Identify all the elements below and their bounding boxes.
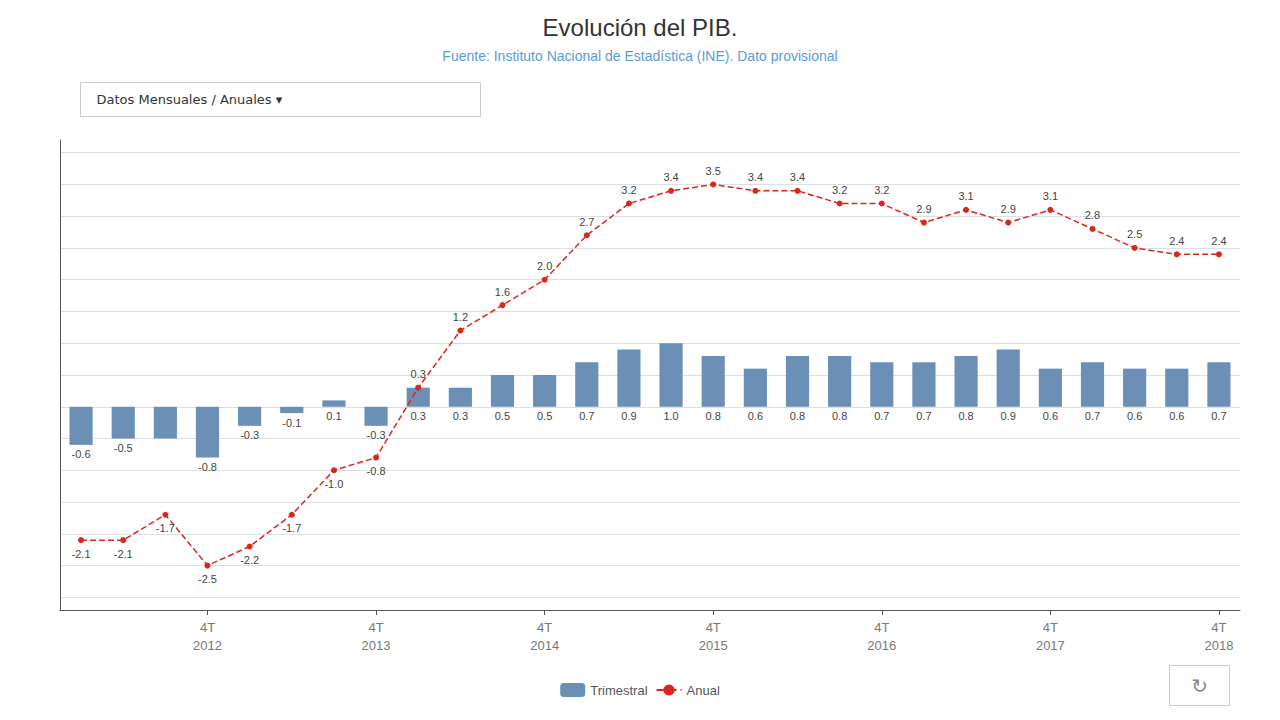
- svg-text:2.7: 2.7: [579, 216, 594, 228]
- svg-text:2.9: 2.9: [1001, 203, 1016, 215]
- svg-text:0.6: 0.6: [1127, 410, 1142, 422]
- svg-text:4T: 4T: [1043, 620, 1058, 635]
- svg-text:2017: 2017: [1036, 638, 1065, 653]
- svg-text:0.5: 0.5: [495, 410, 510, 422]
- svg-text:0.9: 0.9: [621, 410, 636, 422]
- svg-text:0.7: 0.7: [874, 410, 889, 422]
- svg-text:Anual: Anual: [687, 683, 720, 698]
- svg-text:0.8: 0.8: [790, 410, 805, 422]
- svg-text:-1.7: -1.7: [156, 522, 175, 534]
- svg-text:0.7: 0.7: [1211, 410, 1226, 422]
- svg-text:-0.6: -0.6: [72, 448, 91, 460]
- svg-text:4T: 4T: [706, 620, 721, 635]
- svg-text:4T: 4T: [1211, 620, 1226, 635]
- svg-text:0.7: 0.7: [916, 410, 931, 422]
- svg-text:2.4: 2.4: [1211, 235, 1226, 247]
- svg-text:-0.3: -0.3: [240, 429, 259, 441]
- svg-text:3.1: 3.1: [958, 190, 973, 202]
- svg-text:0.6: 0.6: [1043, 410, 1058, 422]
- svg-text:Evolución del PIB.: Evolución del PIB.: [543, 14, 738, 41]
- svg-text:-0.8: -0.8: [367, 465, 386, 477]
- svg-text:-2.1: -2.1: [72, 548, 91, 560]
- svg-text:-1.0: -1.0: [324, 478, 343, 490]
- svg-text:2014: 2014: [530, 638, 559, 653]
- svg-text:1.0: 1.0: [663, 410, 678, 422]
- svg-text:0.8: 0.8: [832, 410, 847, 422]
- svg-text:0.9: 0.9: [1001, 410, 1016, 422]
- svg-text:2.0: 2.0: [537, 260, 552, 272]
- svg-text:4T: 4T: [874, 620, 889, 635]
- svg-text:↻: ↻: [1191, 674, 1208, 698]
- svg-text:2.5: 2.5: [1127, 228, 1142, 240]
- svg-text:3.2: 3.2: [621, 184, 636, 196]
- svg-text:2016: 2016: [867, 638, 896, 653]
- svg-text:0.5: 0.5: [537, 410, 552, 422]
- svg-text:2018: 2018: [1204, 638, 1233, 653]
- svg-text:3.4: 3.4: [790, 171, 805, 183]
- svg-text:4T: 4T: [200, 620, 215, 635]
- svg-text:2.8: 2.8: [1085, 209, 1100, 221]
- svg-text:0.1: 0.1: [326, 410, 341, 422]
- svg-text:2.9: 2.9: [916, 203, 931, 215]
- svg-text:2012: 2012: [193, 638, 222, 653]
- svg-text:0.8: 0.8: [706, 410, 721, 422]
- svg-text:3.4: 3.4: [663, 171, 678, 183]
- svg-text:1.6: 1.6: [495, 286, 510, 298]
- svg-text:Trimestral: Trimestral: [590, 683, 647, 698]
- svg-text:Datos Mensuales / Anuales ▾: Datos Mensuales / Anuales ▾: [97, 92, 283, 107]
- svg-text:-1.7: -1.7: [282, 522, 301, 534]
- svg-text:-0.1: -0.1: [282, 417, 301, 429]
- svg-text:4T: 4T: [368, 620, 383, 635]
- svg-text:0.7: 0.7: [1085, 410, 1100, 422]
- svg-text:-0.8: -0.8: [198, 461, 217, 473]
- svg-text:3.2: 3.2: [832, 184, 847, 196]
- svg-text:0.6: 0.6: [1169, 410, 1184, 422]
- svg-text:0.6: 0.6: [748, 410, 763, 422]
- svg-text:-0.3: -0.3: [367, 429, 386, 441]
- svg-text:Fuente: Instituto Nacional de: Fuente: Instituto Nacional de Estadístic…: [442, 48, 837, 64]
- svg-text:-2.1: -2.1: [114, 548, 133, 560]
- svg-text:-0.5: -0.5: [114, 442, 133, 454]
- svg-text:-2.2: -2.2: [240, 554, 259, 566]
- svg-text:0.7: 0.7: [579, 410, 594, 422]
- svg-text:0.3: 0.3: [411, 368, 426, 380]
- svg-text:3.2: 3.2: [874, 184, 889, 196]
- svg-text:3.4: 3.4: [748, 171, 763, 183]
- svg-text:2015: 2015: [699, 638, 728, 653]
- svg-text:-2.5: -2.5: [198, 573, 217, 585]
- svg-text:4T: 4T: [537, 620, 552, 635]
- svg-text:0.3: 0.3: [411, 410, 426, 422]
- svg-text:2013: 2013: [362, 638, 391, 653]
- svg-text:2.4: 2.4: [1169, 235, 1184, 247]
- svg-text:0.8: 0.8: [958, 410, 973, 422]
- svg-text:1.2: 1.2: [453, 311, 468, 323]
- svg-text:0.3: 0.3: [453, 410, 468, 422]
- svg-text:3.1: 3.1: [1043, 190, 1058, 202]
- svg-text:3.5: 3.5: [706, 165, 721, 177]
